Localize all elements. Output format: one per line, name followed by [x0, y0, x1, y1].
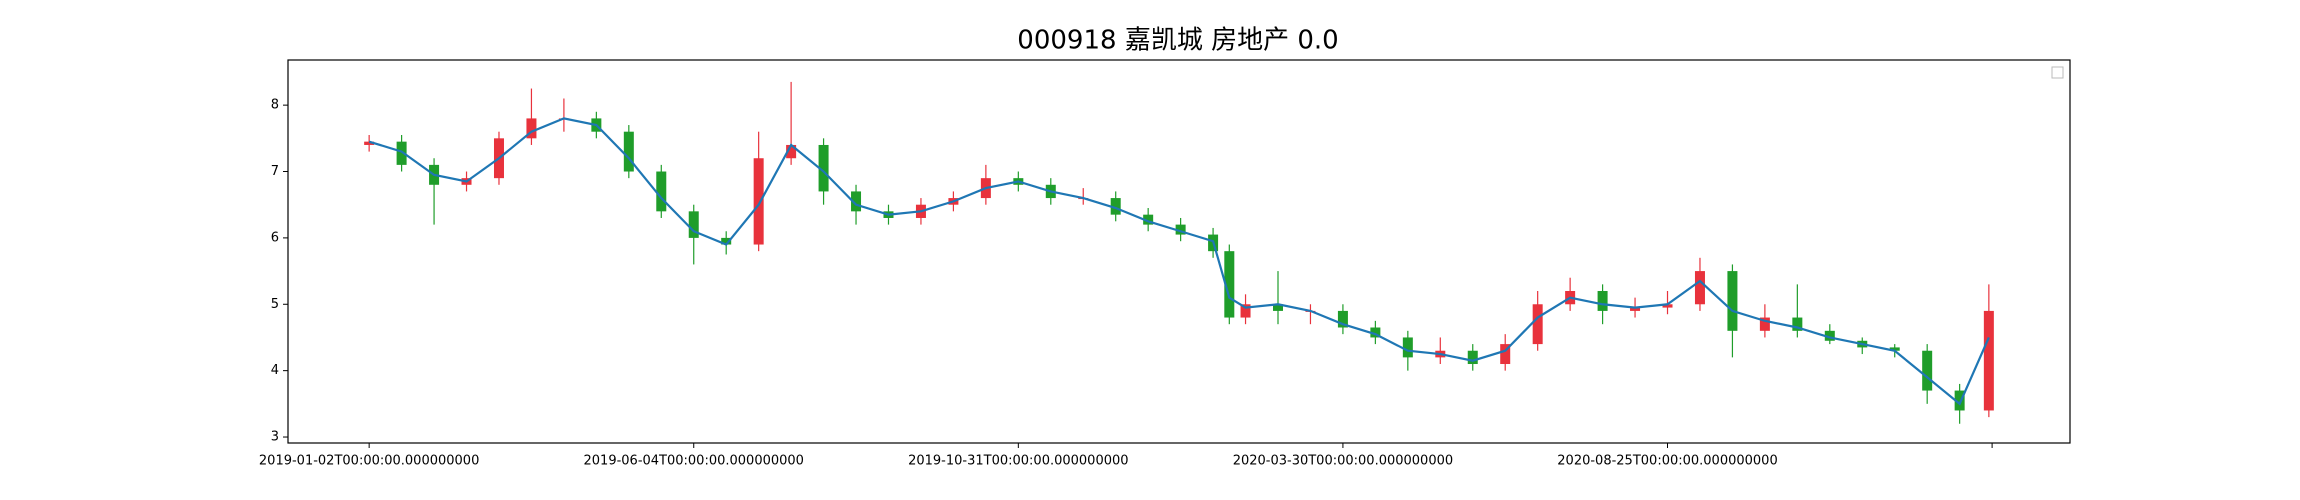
candle-body: [1532, 304, 1543, 345]
y-tick-label: 3: [271, 430, 279, 445]
candle-body: [1983, 310, 1994, 411]
candle-body: [1727, 271, 1738, 331]
x-tick-label: 2019-10-31T00:00:00.000000000: [908, 454, 1128, 469]
y-tick-label: 5: [271, 297, 279, 312]
candle-body: [364, 141, 375, 145]
candle-body: [1922, 350, 1933, 391]
candle-body: [1500, 344, 1511, 365]
x-tick-label: 2020-03-30T00:00:00.000000000: [1233, 454, 1453, 469]
y-tick-label: 6: [271, 230, 279, 245]
candle-body: [1792, 317, 1803, 331]
candle-body: [786, 144, 797, 159]
candle-body: [526, 118, 537, 139]
candle-body: [656, 171, 667, 212]
candle-body: [1662, 304, 1673, 308]
candle-body: [1597, 290, 1608, 311]
candle-body: [1630, 307, 1641, 311]
candle-body: [1467, 350, 1478, 365]
y-tick-label: 7: [271, 164, 279, 179]
x-tick-label: 2020-08-25T00:00:00.000000000: [1557, 454, 1777, 469]
candle-body: [1694, 271, 1705, 305]
candle-body: [721, 237, 732, 245]
legend-box: [2051, 66, 2064, 79]
x-tick-label: 2019-06-04T00:00:00.000000000: [584, 454, 804, 469]
candle-body: [623, 131, 634, 172]
candle-body: [688, 211, 699, 238]
candle-body: [1337, 310, 1348, 328]
candle-body: [1370, 327, 1381, 338]
candle-body: [1824, 330, 1835, 341]
candle-body: [1110, 198, 1121, 215]
chart-title: 000918 嘉凯城 房地产 0.0: [1017, 26, 1338, 56]
x-tick-label: 2019-01-02T00:00:00.000000000: [259, 454, 479, 469]
y-tick-label: 4: [271, 363, 279, 378]
candle-body: [753, 158, 764, 245]
candle-body: [1224, 251, 1235, 318]
candle-body: [1273, 304, 1283, 311]
plot-frame: [287, 59, 2071, 444]
candle-body: [1143, 214, 1154, 225]
candle-body: [1402, 337, 1413, 358]
candle-body: [1954, 390, 1965, 411]
candle-body: [1175, 224, 1186, 235]
candle-body: [1889, 347, 1900, 351]
candle-body: [818, 144, 829, 192]
candle-body: [396, 141, 407, 165]
ma-line: [368, 117, 1990, 406]
candle-body: [1759, 317, 1770, 331]
candle-body: [1240, 304, 1251, 318]
candle-body: [851, 191, 862, 212]
y-tick-label: 8: [271, 98, 279, 113]
